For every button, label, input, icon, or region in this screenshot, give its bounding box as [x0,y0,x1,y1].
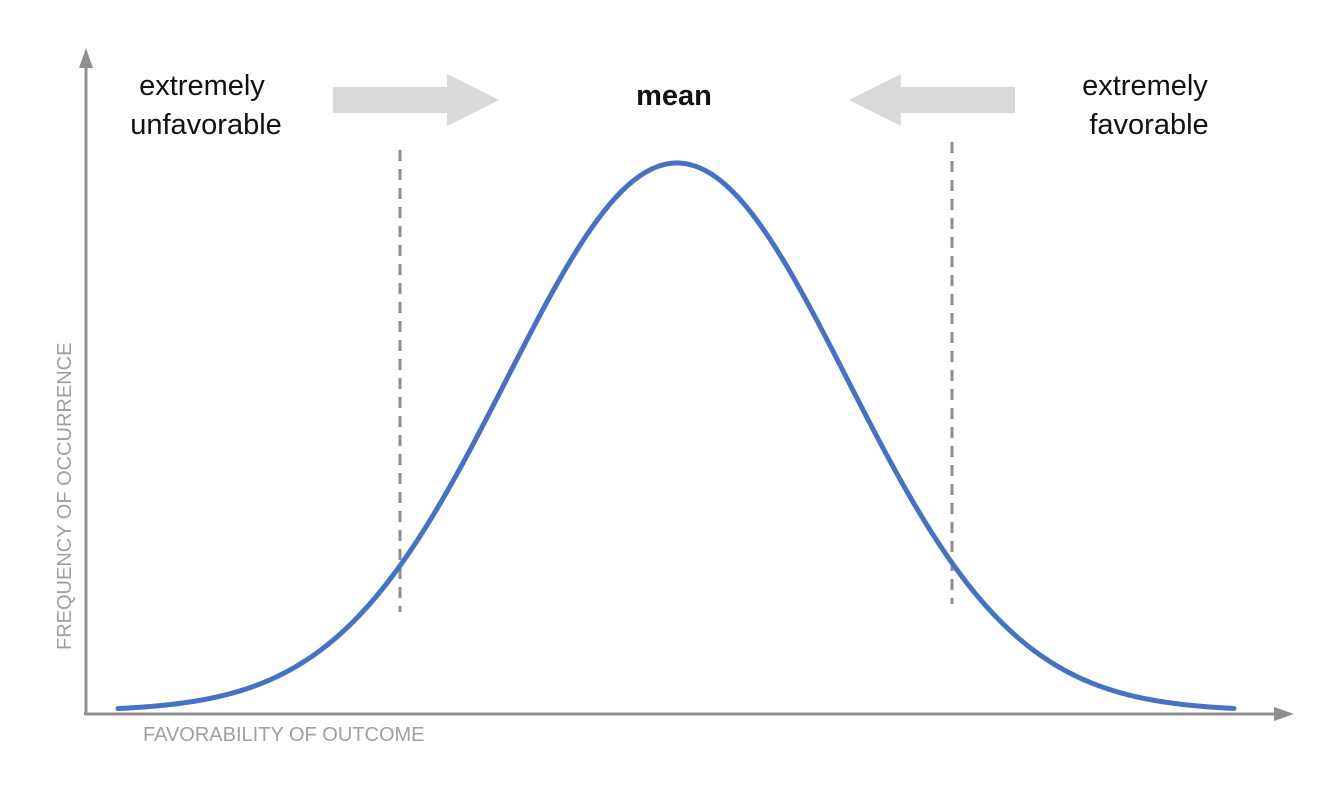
normal-distribution-curve [115,160,1237,712]
y-axis-label: FREQUENCY OF OCCURRENCE [54,343,76,650]
extremely-favorable-line1: extremely [1082,70,1208,102]
extremely-favorable-label: extremely favorable [1082,70,1216,141]
x-axis-label: FAVORABILITY OF OUTCOME [143,724,425,746]
left-arrow-icon [849,74,1015,126]
extremely-unfavorable-line1: extremely [139,70,265,102]
y-axis-arrowhead [79,48,93,68]
x-axis-arrowhead [1274,707,1294,721]
extremely-unfavorable-label: extremely unfavorable [130,70,282,141]
extremely-favorable-line2: favorable [1089,109,1208,141]
extremely-unfavorable-line2: unfavorable [130,109,282,141]
right-arrow-icon [333,74,499,126]
mean-label: mean [636,80,712,112]
